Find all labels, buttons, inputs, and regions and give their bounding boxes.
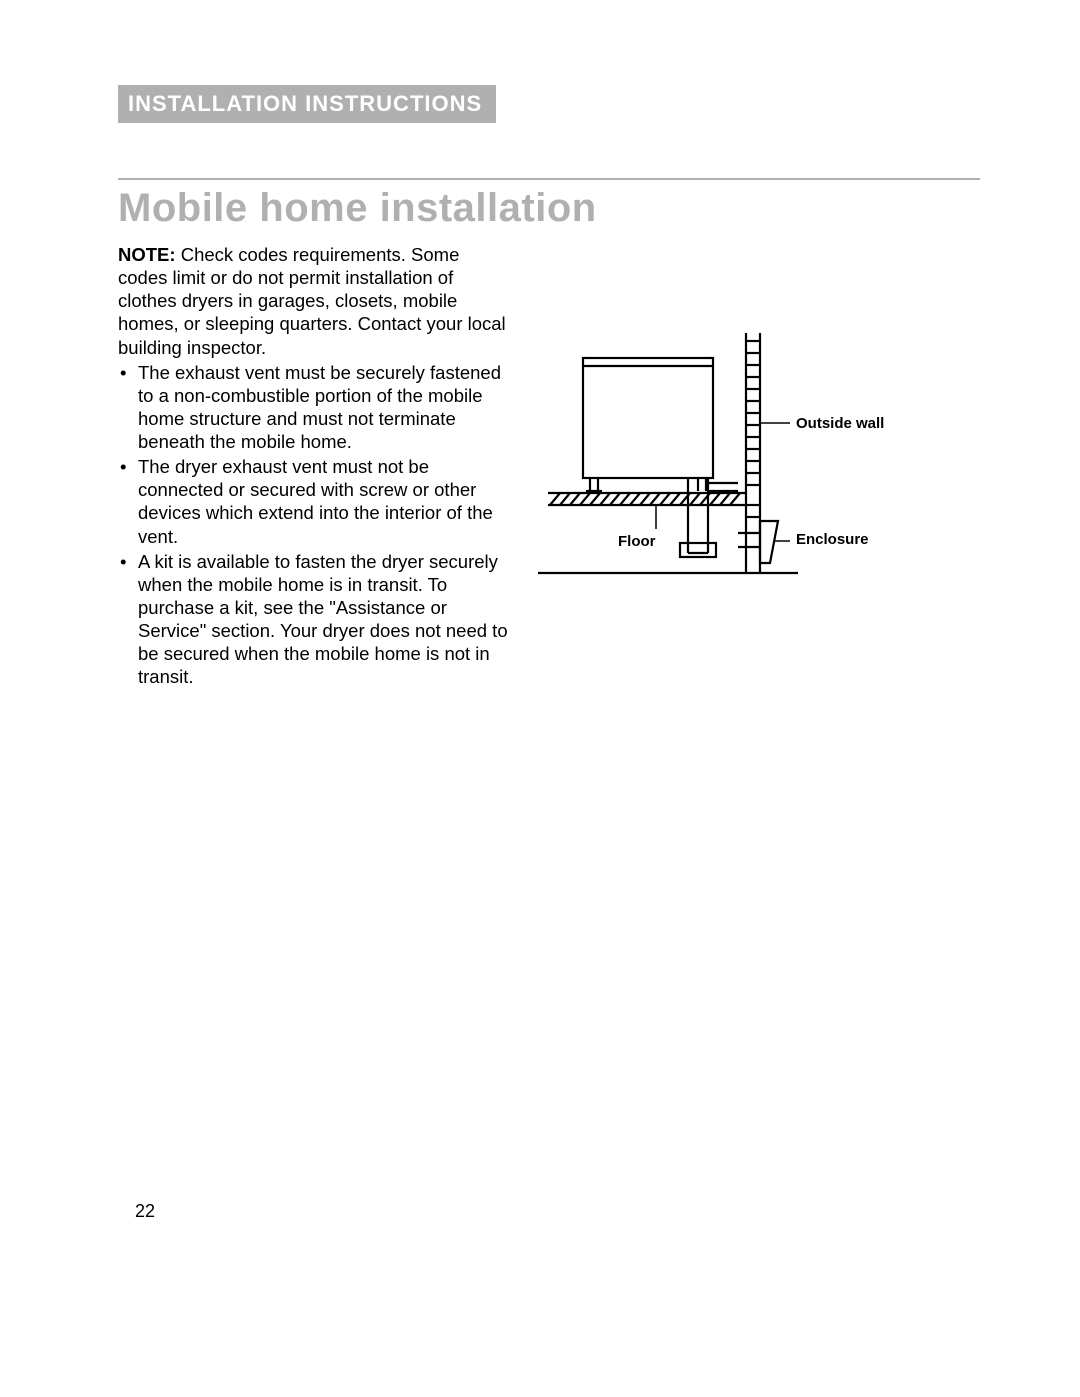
note-text: Check codes requirements. Some codes lim… [118, 244, 506, 358]
label-floor: Floor [618, 533, 656, 550]
title-rule [118, 178, 980, 180]
page-title: Mobile home installation [118, 186, 980, 231]
bullet-item: A kit is available to fasten the dryer s… [138, 550, 508, 689]
page-number: 22 [135, 1201, 155, 1222]
diagram-svg [538, 333, 958, 613]
note-paragraph: NOTE: Check codes requirements. Some cod… [118, 243, 508, 359]
bullet-item: The dryer exhaust vent must not be conne… [138, 455, 508, 548]
bullet-list: The exhaust vent must be securely fasten… [118, 361, 508, 689]
section-header-bar: INSTALLATION INSTRUCTIONS [118, 85, 496, 123]
bullet-item: The exhaust vent must be securely fasten… [138, 361, 508, 454]
content-row: NOTE: Check codes requirements. Some cod… [118, 243, 980, 690]
note-label: NOTE: [118, 244, 176, 265]
label-enclosure: Enclosure [796, 531, 869, 548]
diagram-column: Outside wall Floor Enclosure [508, 243, 980, 613]
installation-diagram: Outside wall Floor Enclosure [538, 333, 958, 613]
page: INSTALLATION INSTRUCTIONS Mobile home in… [0, 0, 1080, 1397]
label-outside-wall: Outside wall [796, 415, 884, 432]
text-column: NOTE: Check codes requirements. Some cod… [118, 243, 508, 690]
